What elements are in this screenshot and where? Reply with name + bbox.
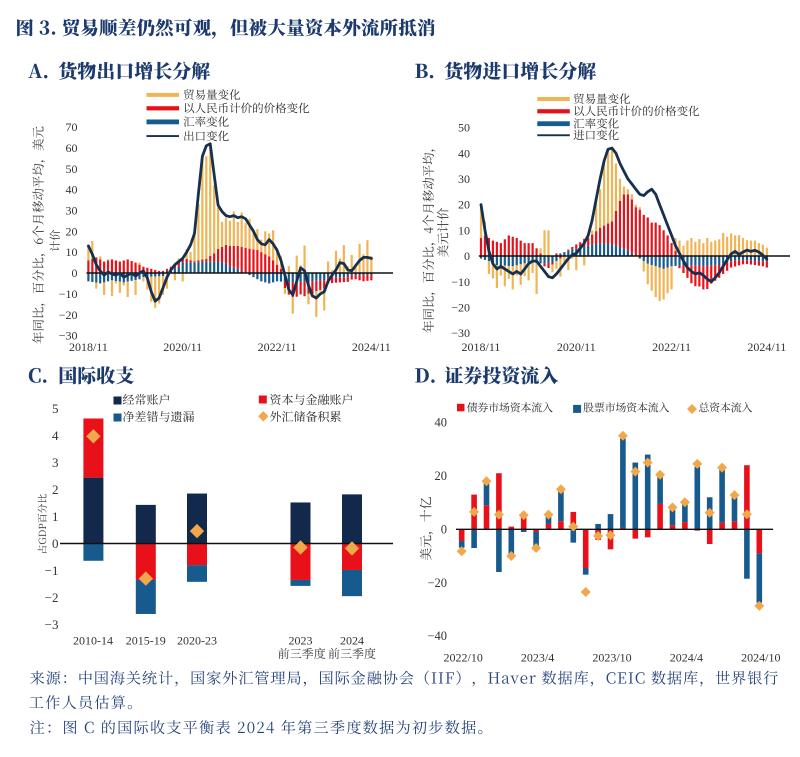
svg-text:20: 20: [458, 198, 470, 212]
svg-text:40: 40: [66, 183, 78, 197]
svg-text:0: 0: [52, 536, 59, 551]
svg-text:2023: 2023: [289, 634, 313, 648]
svg-text:10: 10: [458, 223, 470, 237]
svg-text:2020/11: 2020/11: [163, 340, 202, 354]
svg-text:1: 1: [52, 509, 59, 524]
svg-text:2022/11: 2022/11: [258, 340, 297, 354]
svg-text:−1: −1: [45, 563, 59, 578]
svg-text:2: 2: [52, 482, 59, 497]
svg-text:60: 60: [66, 141, 78, 155]
svg-text:5: 5: [52, 401, 59, 416]
svg-text:−20: −20: [451, 301, 470, 315]
svg-text:30: 30: [458, 172, 470, 186]
svg-text:−20: −20: [427, 576, 447, 590]
svg-text:−30: −30: [451, 326, 470, 340]
svg-text:−20: −20: [59, 308, 78, 322]
svg-text:−3: −3: [45, 617, 59, 632]
svg-text:30: 30: [66, 204, 78, 218]
svg-text:50: 50: [66, 162, 78, 176]
svg-text:−10: −10: [451, 275, 470, 289]
svg-text:10: 10: [66, 245, 78, 259]
svg-text:2024/11: 2024/11: [352, 340, 391, 354]
svg-text:2018/11: 2018/11: [462, 340, 501, 354]
svg-text:2024/11: 2024/11: [747, 340, 786, 354]
svg-text:40: 40: [435, 416, 448, 430]
svg-text:2010-14: 2010-14: [73, 634, 113, 648]
svg-text:2018/11: 2018/11: [69, 340, 108, 354]
svg-text:2024/4: 2024/4: [670, 651, 703, 665]
svg-text:4: 4: [52, 428, 59, 443]
svg-text:−10: −10: [59, 287, 78, 301]
svg-text:−40: −40: [427, 629, 447, 643]
svg-text:−2: −2: [45, 590, 59, 605]
svg-text:2020/11: 2020/11: [557, 340, 596, 354]
svg-text:70: 70: [66, 120, 78, 134]
svg-text:20: 20: [66, 224, 78, 238]
svg-text:40: 40: [458, 146, 470, 160]
svg-text:0: 0: [464, 249, 470, 263]
svg-text:2022/11: 2022/11: [652, 340, 691, 354]
svg-text:0: 0: [441, 522, 447, 536]
svg-text:2024/10: 2024/10: [741, 651, 780, 665]
svg-text:0: 0: [72, 266, 78, 280]
svg-text:2023/4: 2023/4: [521, 651, 554, 665]
svg-text:2023/10: 2023/10: [592, 651, 631, 665]
svg-text:2020-23: 2020-23: [177, 634, 217, 648]
svg-text:20: 20: [435, 469, 448, 483]
svg-text:50: 50: [458, 121, 470, 135]
svg-text:3: 3: [52, 455, 59, 470]
svg-text:2015-19: 2015-19: [126, 634, 166, 648]
svg-text:2022/10: 2022/10: [444, 651, 483, 665]
svg-text:2024: 2024: [340, 634, 364, 648]
